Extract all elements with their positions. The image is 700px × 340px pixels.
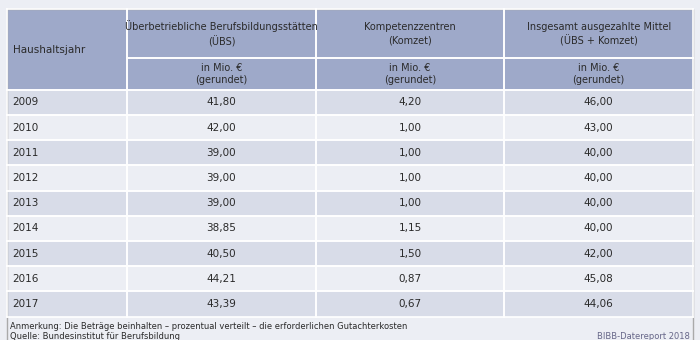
Text: 0,67: 0,67 bbox=[398, 299, 421, 309]
Text: 1,50: 1,50 bbox=[398, 249, 421, 259]
Text: 43,39: 43,39 bbox=[206, 299, 237, 309]
Text: BIBB-Datereport 2018: BIBB-Datereport 2018 bbox=[596, 333, 690, 340]
Text: 2017: 2017 bbox=[13, 299, 39, 309]
FancyBboxPatch shape bbox=[504, 115, 693, 140]
Text: 39,00: 39,00 bbox=[206, 173, 236, 183]
Text: 45,08: 45,08 bbox=[584, 274, 613, 284]
FancyBboxPatch shape bbox=[7, 241, 127, 266]
FancyBboxPatch shape bbox=[127, 216, 316, 241]
Text: 41,80: 41,80 bbox=[206, 98, 237, 107]
Text: 39,00: 39,00 bbox=[206, 198, 236, 208]
FancyBboxPatch shape bbox=[7, 191, 127, 216]
FancyBboxPatch shape bbox=[7, 90, 127, 115]
Text: 2011: 2011 bbox=[13, 148, 39, 158]
Text: in Mio. €
(gerundet): in Mio. € (gerundet) bbox=[573, 63, 625, 85]
Text: 40,50: 40,50 bbox=[206, 249, 236, 259]
Text: 44,06: 44,06 bbox=[584, 299, 613, 309]
Text: 40,00: 40,00 bbox=[584, 223, 613, 234]
FancyBboxPatch shape bbox=[7, 291, 127, 317]
FancyBboxPatch shape bbox=[316, 140, 504, 166]
Text: 2012: 2012 bbox=[13, 173, 39, 183]
FancyBboxPatch shape bbox=[504, 166, 693, 191]
FancyBboxPatch shape bbox=[504, 291, 693, 317]
Text: Anmerkung: Die Beträge beinhalten – prozentual verteilt – die erforderlichen Gut: Anmerkung: Die Beträge beinhalten – proz… bbox=[10, 322, 408, 332]
FancyBboxPatch shape bbox=[316, 10, 504, 58]
FancyBboxPatch shape bbox=[7, 10, 127, 90]
FancyBboxPatch shape bbox=[316, 58, 504, 90]
FancyBboxPatch shape bbox=[316, 216, 504, 241]
FancyBboxPatch shape bbox=[504, 10, 693, 58]
Text: 40,00: 40,00 bbox=[584, 198, 613, 208]
Text: Kompetenzzentren
(Komzet): Kompetenzzentren (Komzet) bbox=[364, 22, 456, 45]
Text: Insgesamt ausgezahlte Mittel
(ÜBS + Komzet): Insgesamt ausgezahlte Mittel (ÜBS + Komz… bbox=[526, 21, 671, 46]
FancyBboxPatch shape bbox=[316, 241, 504, 266]
Text: 2010: 2010 bbox=[13, 123, 39, 133]
Text: in Mio. €
(gerundet): in Mio. € (gerundet) bbox=[384, 63, 436, 85]
FancyBboxPatch shape bbox=[316, 166, 504, 191]
Text: 39,00: 39,00 bbox=[206, 148, 236, 158]
Text: 1,15: 1,15 bbox=[398, 223, 421, 234]
FancyBboxPatch shape bbox=[504, 140, 693, 166]
Text: 1,00: 1,00 bbox=[398, 148, 421, 158]
FancyBboxPatch shape bbox=[504, 241, 693, 266]
FancyBboxPatch shape bbox=[504, 58, 693, 90]
Text: in Mio. €
(gerundet): in Mio. € (gerundet) bbox=[195, 63, 248, 85]
FancyBboxPatch shape bbox=[127, 166, 316, 191]
Text: Haushaltsjahr: Haushaltsjahr bbox=[13, 45, 85, 55]
Text: 1,00: 1,00 bbox=[398, 123, 421, 133]
FancyBboxPatch shape bbox=[127, 58, 316, 90]
FancyBboxPatch shape bbox=[316, 115, 504, 140]
FancyBboxPatch shape bbox=[316, 90, 504, 115]
Text: 40,00: 40,00 bbox=[584, 173, 613, 183]
Text: 44,21: 44,21 bbox=[206, 274, 237, 284]
Text: 38,85: 38,85 bbox=[206, 223, 237, 234]
Text: 2013: 2013 bbox=[13, 198, 39, 208]
Text: 2016: 2016 bbox=[13, 274, 39, 284]
Text: Quelle: Bundesinstitut für Berufsbildung: Quelle: Bundesinstitut für Berufsbildung bbox=[10, 333, 181, 340]
FancyBboxPatch shape bbox=[316, 266, 504, 291]
FancyBboxPatch shape bbox=[7, 266, 127, 291]
FancyBboxPatch shape bbox=[127, 115, 316, 140]
FancyBboxPatch shape bbox=[127, 191, 316, 216]
FancyBboxPatch shape bbox=[7, 140, 127, 166]
FancyBboxPatch shape bbox=[504, 266, 693, 291]
FancyBboxPatch shape bbox=[127, 140, 316, 166]
Text: 40,00: 40,00 bbox=[584, 148, 613, 158]
FancyBboxPatch shape bbox=[504, 191, 693, 216]
Text: 1,00: 1,00 bbox=[398, 173, 421, 183]
Text: Überbetriebliche Berufsbildungsstätten
(ÜBS): Überbetriebliche Berufsbildungsstätten (… bbox=[125, 21, 318, 47]
FancyBboxPatch shape bbox=[504, 90, 693, 115]
Text: 43,00: 43,00 bbox=[584, 123, 613, 133]
FancyBboxPatch shape bbox=[316, 291, 504, 317]
Text: 4,20: 4,20 bbox=[398, 98, 421, 107]
Text: 42,00: 42,00 bbox=[584, 249, 613, 259]
Text: 0,87: 0,87 bbox=[398, 274, 421, 284]
Text: 1,00: 1,00 bbox=[398, 198, 421, 208]
FancyBboxPatch shape bbox=[7, 166, 127, 191]
Text: 2014: 2014 bbox=[13, 223, 39, 234]
FancyBboxPatch shape bbox=[127, 10, 316, 58]
FancyBboxPatch shape bbox=[127, 90, 316, 115]
Text: 2009: 2009 bbox=[13, 98, 39, 107]
Text: 2015: 2015 bbox=[13, 249, 39, 259]
FancyBboxPatch shape bbox=[127, 266, 316, 291]
Text: 46,00: 46,00 bbox=[584, 98, 613, 107]
Text: 42,00: 42,00 bbox=[206, 123, 236, 133]
FancyBboxPatch shape bbox=[127, 241, 316, 266]
FancyBboxPatch shape bbox=[7, 115, 127, 140]
FancyBboxPatch shape bbox=[7, 317, 693, 340]
FancyBboxPatch shape bbox=[127, 291, 316, 317]
FancyBboxPatch shape bbox=[316, 191, 504, 216]
FancyBboxPatch shape bbox=[7, 216, 127, 241]
FancyBboxPatch shape bbox=[504, 216, 693, 241]
